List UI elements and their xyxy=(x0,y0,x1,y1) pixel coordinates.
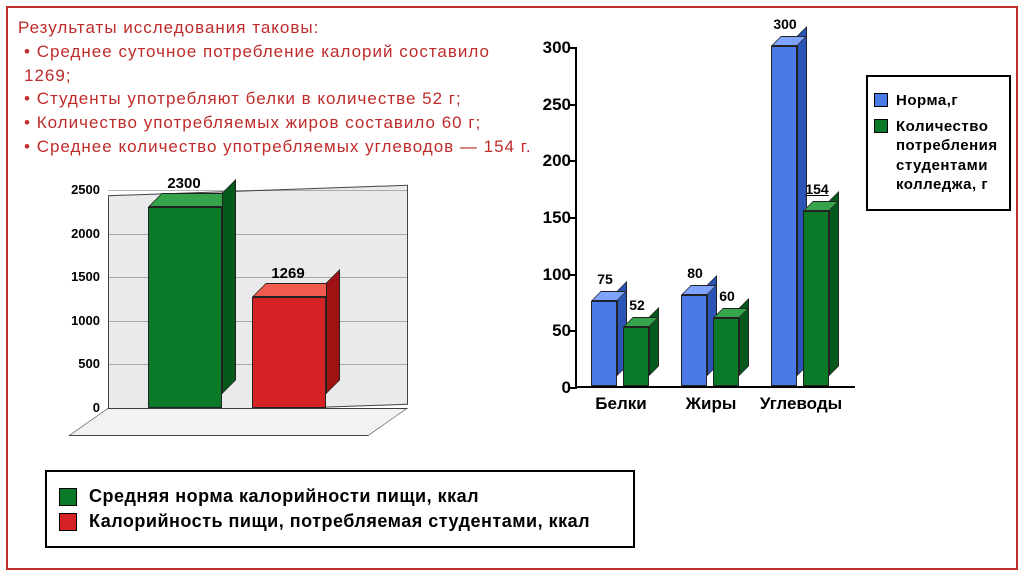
legend2-row: Количество потребления студентами коллед… xyxy=(874,117,1003,195)
chart2-tickmark xyxy=(570,274,577,276)
chart1-ytick: 1500 xyxy=(50,269,100,284)
chart2-bar-label: 80 xyxy=(675,265,715,281)
chart2-ytick: 100 xyxy=(537,265,571,285)
chart2-category: Углеводы xyxy=(756,394,846,414)
chart1-gridline xyxy=(108,408,408,409)
legend-nutrients: Норма,г Количество потребления студентами… xyxy=(866,75,1011,211)
chart1-ytick: 0 xyxy=(50,400,100,415)
chart2-bar xyxy=(771,46,797,386)
chart2-tickmark xyxy=(570,330,577,332)
chart2-plot: 050100150200250300Белки7552Жиры8060Углев… xyxy=(575,48,855,388)
chart2-bar-label: 75 xyxy=(585,271,625,287)
chart2-ytick: 200 xyxy=(537,151,571,171)
chart2-ytick: 300 xyxy=(537,38,571,58)
summary-title: Результаты исследования таковы: xyxy=(18,16,538,40)
chart1-floor xyxy=(68,408,408,436)
chart2-ytick: 150 xyxy=(537,208,571,228)
chart2-category: Жиры xyxy=(666,394,756,414)
chart2-bar-label: 52 xyxy=(617,297,657,313)
summary-bullet: Среднее количество употребляемых углевод… xyxy=(24,135,538,159)
chart1-ytick: 1000 xyxy=(50,313,100,328)
chart2-ytick: 0 xyxy=(537,378,571,398)
legend-text: Калорийность пищи, потребляемая студента… xyxy=(89,511,590,532)
legend-swatch xyxy=(59,488,77,506)
legend2-row: Норма,г xyxy=(874,91,1003,111)
legend1-row: Калорийность пищи, потребляемая студента… xyxy=(59,511,621,532)
legend-swatch xyxy=(59,513,77,531)
chart1-bar-label: 2300 xyxy=(154,175,214,192)
chart2-bar xyxy=(623,327,649,386)
chart1-ytick: 500 xyxy=(50,356,100,371)
chart2-tickmark xyxy=(570,387,577,389)
legend-text: Норма,г xyxy=(896,91,958,111)
chart2-bar-label: 300 xyxy=(765,16,805,32)
summary-bullet: Количество употребляемых жиров составило… xyxy=(24,111,538,135)
chart1-gridline xyxy=(108,190,408,191)
chart-calories: 05001000150020002500 23001269 xyxy=(50,180,460,450)
chart2-bar-label: 60 xyxy=(707,288,747,304)
chart2-tickmark xyxy=(570,104,577,106)
summary-bullets: Среднее суточное потребление калорий сос… xyxy=(18,40,538,159)
chart-nutrients: 0 50 100 150 200 250 300 Белки 75 52 Жиры 80 60 Углев… xyxy=(535,40,870,440)
legend-text: Количество потребления студентами коллед… xyxy=(896,117,1003,195)
legend-text: Средняя норма калорийности пищи, ккал xyxy=(89,486,479,507)
chart2-tickmark xyxy=(570,160,577,162)
chart1-bar-label: 1269 xyxy=(258,265,318,282)
legend1-row: Средняя норма калорийности пищи, ккал xyxy=(59,486,621,507)
chart1-bar xyxy=(252,297,326,408)
chart2-bar xyxy=(681,295,707,386)
chart2-bar xyxy=(803,211,829,386)
chart2-tickmark xyxy=(570,217,577,219)
chart2-ytick: 50 xyxy=(537,321,571,341)
chart1-bar xyxy=(148,207,222,408)
legend-swatch xyxy=(874,93,888,107)
legend-calories: Средняя норма калорийности пищи, ккал Кал… xyxy=(45,470,635,548)
chart2-bar xyxy=(591,301,617,386)
chart2-ytick: 250 xyxy=(537,95,571,115)
summary-bullet: Среднее суточное потребление калорий сос… xyxy=(24,40,538,88)
chart1-ytick: 2000 xyxy=(50,226,100,241)
chart1-ytick: 2500 xyxy=(50,182,100,197)
chart2-bar xyxy=(713,318,739,386)
chart2-tickmark xyxy=(570,47,577,49)
summary-bullet: Студенты употребляют белки в количестве … xyxy=(24,87,538,111)
chart2-category: Белки xyxy=(576,394,666,414)
legend-swatch xyxy=(874,119,888,133)
chart2-bar-label: 154 xyxy=(797,181,837,197)
